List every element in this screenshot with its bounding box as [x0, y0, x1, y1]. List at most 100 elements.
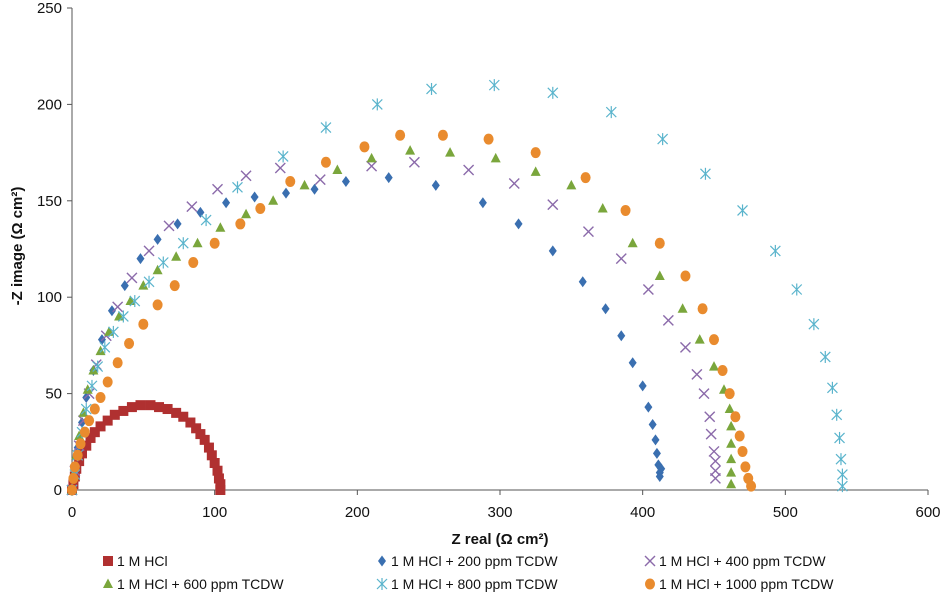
legend-entry: 1 M HCl + 600 ppm TCDW	[103, 576, 284, 592]
marker-stroke	[314, 174, 326, 186]
data-point	[490, 152, 501, 163]
data-point	[102, 415, 113, 426]
data-point	[126, 272, 138, 284]
data-point	[597, 203, 608, 213]
data-point	[213, 473, 224, 484]
data-point	[143, 245, 155, 257]
x-tick-label: 500	[773, 504, 798, 521]
marker-stroke	[547, 199, 559, 211]
data-point	[704, 411, 716, 423]
data-point	[250, 191, 259, 203]
data-point	[314, 174, 326, 186]
data-point	[186, 201, 198, 213]
marker-stroke	[679, 341, 691, 353]
legend-marker	[376, 578, 388, 590]
data-point	[162, 404, 173, 415]
data-point	[274, 162, 286, 174]
data-point	[709, 472, 721, 484]
data-point	[268, 195, 279, 205]
marker-stroke	[274, 162, 286, 174]
marker-stroke	[704, 411, 716, 423]
data-point	[709, 361, 719, 371]
data-point	[826, 381, 838, 394]
data-point	[808, 318, 820, 331]
data-point	[582, 226, 594, 238]
data-point	[177, 237, 189, 250]
data-point	[341, 176, 350, 188]
data-point	[694, 334, 705, 344]
marker-stroke	[698, 388, 710, 400]
data-point	[203, 442, 214, 453]
y-tick-label: 200	[37, 96, 62, 113]
legend-marker	[645, 578, 655, 590]
data-point	[437, 129, 448, 141]
data-point	[463, 164, 475, 176]
data-point	[157, 256, 169, 269]
data-point	[95, 421, 106, 432]
data-point	[566, 179, 577, 190]
data-point	[836, 468, 848, 481]
marker-stroke	[691, 368, 703, 380]
data-point	[185, 417, 196, 428]
data-point	[445, 147, 456, 157]
data-point	[705, 428, 717, 440]
data-point	[154, 402, 165, 413]
data-point	[102, 376, 113, 388]
y-tick-label: 150	[37, 193, 62, 210]
data-point	[514, 218, 523, 230]
data-point	[508, 177, 520, 189]
data-point	[143, 275, 155, 288]
data-point	[680, 270, 691, 282]
legend-entry: 1 M HCl + 400 ppm TCDW	[644, 553, 826, 569]
data-point	[547, 199, 559, 211]
marker-stroke	[709, 455, 721, 467]
marker-stroke	[709, 472, 721, 484]
data-point	[726, 453, 737, 464]
legend-marker	[644, 555, 656, 567]
marker-stroke	[240, 170, 252, 182]
data-point	[178, 411, 189, 422]
data-point	[709, 334, 719, 346]
legend-label: 1 M HCl + 800 ppm TCDW	[391, 576, 558, 592]
y-tick-label: 250	[37, 0, 62, 17]
series-2	[68, 172, 666, 496]
data-point	[791, 283, 803, 296]
data-point	[431, 179, 440, 191]
data-point	[191, 423, 202, 434]
data-point	[135, 400, 146, 411]
data-point	[88, 364, 99, 375]
data-point	[85, 432, 96, 443]
legend-label: 1 M HCl + 200 ppm TCDW	[391, 553, 558, 569]
data-point	[740, 461, 751, 473]
data-point	[209, 237, 220, 249]
data-point	[169, 280, 180, 292]
legend-entry: 1 M HCl + 800 ppm TCDW	[376, 576, 558, 592]
data-point	[405, 145, 416, 155]
data-point	[657, 463, 666, 475]
data-point	[769, 244, 781, 257]
data-point	[68, 472, 79, 484]
data-point	[627, 237, 638, 248]
data-point	[199, 434, 210, 445]
data-point	[129, 295, 141, 308]
data-point	[81, 440, 92, 451]
data-point	[655, 471, 664, 483]
data-point	[163, 220, 175, 232]
data-point	[107, 325, 119, 338]
data-point	[628, 357, 637, 369]
series-5	[66, 79, 848, 496]
data-point	[366, 152, 377, 163]
data-point	[366, 160, 378, 172]
data-point	[200, 214, 212, 227]
x-tick-label: 0	[68, 504, 76, 521]
marker-stroke	[662, 314, 674, 326]
data-point	[107, 305, 116, 317]
data-point	[724, 388, 735, 400]
data-point	[222, 197, 231, 209]
data-point	[737, 204, 748, 217]
data-point	[408, 156, 420, 168]
data-point	[320, 156, 331, 168]
data-point	[836, 480, 848, 493]
data-point	[74, 456, 85, 467]
